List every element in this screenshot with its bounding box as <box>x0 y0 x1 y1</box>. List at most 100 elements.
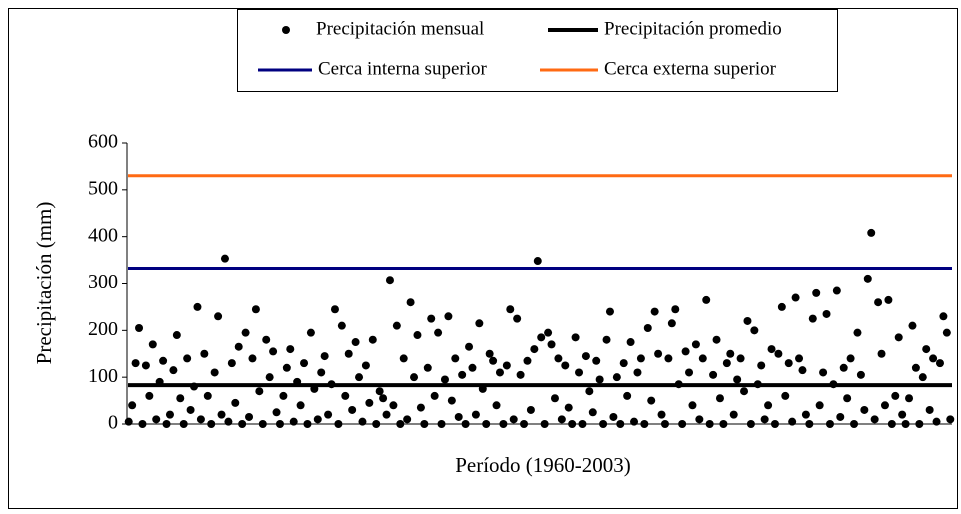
data-point <box>722 359 731 368</box>
data-point <box>492 401 501 410</box>
data-point <box>702 295 711 304</box>
data-point <box>812 288 821 297</box>
data-point <box>396 420 405 428</box>
data-point <box>313 415 322 424</box>
data-point <box>348 405 357 414</box>
data-point <box>561 361 570 370</box>
data-point <box>898 410 907 419</box>
data-point <box>162 420 171 428</box>
data-point <box>643 323 652 332</box>
data-point <box>286 345 295 354</box>
data-point <box>509 415 518 424</box>
data-point <box>685 368 694 377</box>
data-point <box>454 412 463 421</box>
data-point <box>389 401 398 410</box>
data-point <box>245 412 254 421</box>
data-point <box>231 398 240 407</box>
data-point <box>155 377 164 386</box>
data-point <box>224 417 233 426</box>
data-point <box>760 415 769 424</box>
y-tick-label: 400 <box>88 224 118 246</box>
data-point <box>839 363 848 372</box>
data-point <box>939 312 948 321</box>
data-point <box>358 417 367 426</box>
data-point <box>575 368 584 377</box>
data-point <box>605 307 614 316</box>
data-point <box>719 420 728 428</box>
data-point <box>767 345 776 354</box>
y-tick-label: 500 <box>88 177 118 199</box>
data-point <box>282 363 291 372</box>
data-point <box>306 328 315 337</box>
data-point <box>447 396 456 405</box>
data-point <box>300 359 309 368</box>
data-point <box>385 276 394 285</box>
data-point <box>217 410 226 419</box>
y-tick-label: 0 <box>108 412 118 434</box>
data-point <box>619 359 628 368</box>
data-point <box>540 420 549 428</box>
data-point <box>911 363 920 372</box>
data-point <box>159 356 168 365</box>
data-point <box>757 361 766 370</box>
data-point <box>791 293 800 302</box>
data-point <box>777 302 786 311</box>
data-point <box>341 391 350 400</box>
data-point <box>905 394 914 403</box>
data-point <box>798 366 807 375</box>
x-axis-label: Período (1960-2003) <box>455 453 631 477</box>
data-point <box>867 228 876 237</box>
data-point <box>461 420 470 428</box>
data-point <box>894 333 903 342</box>
data-point <box>918 373 927 382</box>
data-point <box>482 420 491 428</box>
data-point <box>444 312 453 321</box>
data-point <box>471 410 480 419</box>
data-point <box>241 328 250 337</box>
y-tick-label: 300 <box>88 271 118 293</box>
data-point <box>434 328 443 337</box>
data-point <box>599 420 608 428</box>
data-point <box>557 415 566 424</box>
y-tick-label: 600 <box>88 131 118 153</box>
data-point <box>416 403 425 412</box>
data-point <box>478 384 487 393</box>
data-point <box>750 326 759 335</box>
data-point <box>829 380 838 389</box>
data-point <box>602 335 611 344</box>
data-point <box>423 363 432 372</box>
data-point <box>327 380 336 389</box>
data-point <box>698 354 707 363</box>
data-point <box>203 391 212 400</box>
data-point <box>365 398 374 407</box>
data-point <box>499 420 508 428</box>
data-point <box>330 305 339 314</box>
data-point <box>709 370 718 379</box>
data-point <box>784 359 793 368</box>
data-point <box>770 420 779 428</box>
data-point <box>743 316 752 325</box>
data-point <box>138 420 147 428</box>
data-point <box>929 354 938 363</box>
data-point <box>884 295 893 304</box>
data-point <box>351 338 360 347</box>
data-point <box>588 408 597 417</box>
data-point <box>908 321 917 330</box>
data-point <box>131 359 140 368</box>
data-point <box>891 391 900 400</box>
data-point <box>788 417 797 426</box>
data-point <box>193 302 202 311</box>
data-point <box>935 359 944 368</box>
data-point <box>843 394 852 403</box>
data-point <box>678 420 687 428</box>
data-point <box>530 345 539 354</box>
data-point <box>764 401 773 410</box>
data-point <box>320 352 329 361</box>
data-point <box>220 254 229 263</box>
data-point <box>667 319 676 328</box>
data-point <box>440 375 449 384</box>
data-point <box>537 333 546 342</box>
data-point <box>141 361 150 370</box>
data-point <box>746 420 755 428</box>
